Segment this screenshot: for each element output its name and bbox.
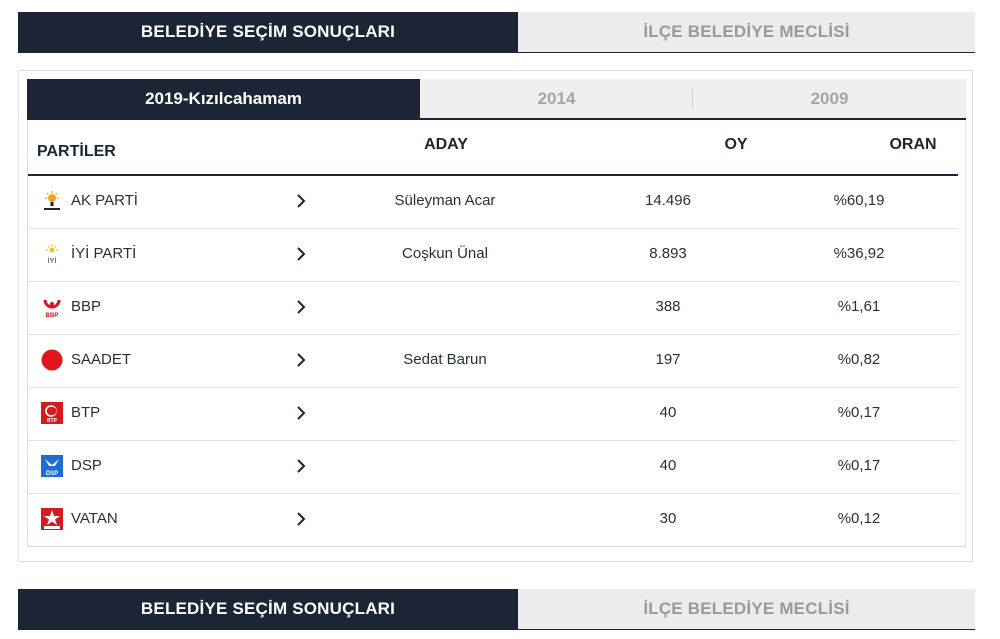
table-row: İYİ İYİ PARTİ Coşkun Ünal 8.893 %36,92 [28,229,958,282]
dsp-logo-icon: DSP [41,455,63,477]
table-header: PARTİLER ADAY OY ORAN [28,120,958,176]
vote-count: 14.496 [645,192,691,209]
akp-logo-icon [44,191,60,210]
results-table: PARTİLER ADAY OY ORAN AK PARTİ Sü [27,120,966,547]
vote-count: 8.893 [649,245,687,262]
party-name: AK PARTİ [71,192,138,209]
vote-count: 388 [655,298,681,315]
table-row: SAADET Sedat Barun 197 %0,82 [28,335,958,388]
vote-ratio: %0,12 [837,510,881,527]
header-votes: OY [724,136,748,153]
chevron-right-icon[interactable] [294,243,308,265]
table-row: VATAN 30 %0,12 [28,494,958,547]
vatan-logo-icon [41,508,63,530]
chevron-right-icon[interactable] [294,296,308,318]
year-tab-2019[interactable]: 2019-Kızılcahamam [27,79,420,118]
svg-text:DSP: DSP [46,471,58,477]
vote-ratio: %60,19 [833,192,885,209]
vote-count: 197 [655,351,681,368]
party-name: VATAN [71,510,118,527]
party-name: BBP [71,298,102,315]
tab-ilce-belediye-meclisi[interactable]: İLÇE BELEDİYE MECLİSİ [518,589,975,629]
vote-ratio: %0,17 [837,404,881,421]
vote-ratio: %0,82 [837,351,881,368]
vote-count: 40 [659,457,677,474]
candidate-name: Sedat Barun [403,351,487,368]
tab-ilce-belediye-meclisi[interactable]: İLÇE BELEDİYE MECLİSİ [518,12,975,52]
chevron-right-icon[interactable] [294,190,308,212]
vote-ratio: %0,17 [837,457,881,474]
chevron-right-icon[interactable] [294,402,308,424]
header-party: PARTİLER [37,143,116,160]
year-tab-2009[interactable]: 2009 [810,88,849,108]
header-candidate: ADAY [424,136,468,153]
party-name: DSP [71,457,102,474]
table-row: AK PARTİ Süleyman Acar 14.496 %60,19 [28,176,958,229]
svg-text:BTP: BTP [47,418,58,424]
saadet-logo-icon [41,349,63,371]
header-ratio: ORAN [889,136,937,153]
candidate-name: Süleyman Acar [394,192,496,209]
party-name: SAADET [71,351,132,368]
party-name: BTP [71,404,101,421]
party-name: İYİ PARTİ [71,245,137,262]
year-tab-2014[interactable]: 2014 [420,79,693,118]
tab-belediye-secim-sonuclari[interactable]: BELEDİYE SEÇİM SONUÇLARI [18,12,518,52]
year-tabs: 2019-Kızılcahamam 2014 2009 [27,79,966,120]
vote-ratio: %36,92 [833,245,885,262]
iyi-logo-icon: İYİ [46,244,58,265]
svg-text:BBP: BBP [46,313,59,318]
chevron-right-icon[interactable] [294,455,308,477]
results-card: 2019-Kızılcahamam 2014 2009 PARTİLER ADA… [18,70,973,562]
vote-count: 40 [659,404,677,421]
vote-ratio: %1,61 [837,298,881,315]
chevron-right-icon[interactable] [294,349,308,371]
svg-text:İYİ: İYİ [48,256,57,265]
vote-count: 30 [659,510,677,527]
table-row: DSP DSP 40 %0,17 [28,441,958,494]
table-row: BTP BTP 40 %0,17 [28,388,958,441]
chevron-right-icon[interactable] [294,508,308,530]
main-tabs-top: BELEDİYE SEÇİM SONUÇLARI İLÇE BELEDİYE M… [18,12,975,53]
main-tabs-bottom: BELEDİYE SEÇİM SONUÇLARI İLÇE BELEDİYE M… [18,589,975,630]
bbp-logo-icon: BBP [43,299,61,318]
table-row: BBP BBP 388 %1,61 [28,282,958,335]
candidate-name: Coşkun Ünal [402,245,488,262]
btp-logo-icon: BTP [41,402,63,424]
tab-belediye-secim-sonuclari[interactable]: BELEDİYE SEÇİM SONUÇLARI [18,589,518,629]
